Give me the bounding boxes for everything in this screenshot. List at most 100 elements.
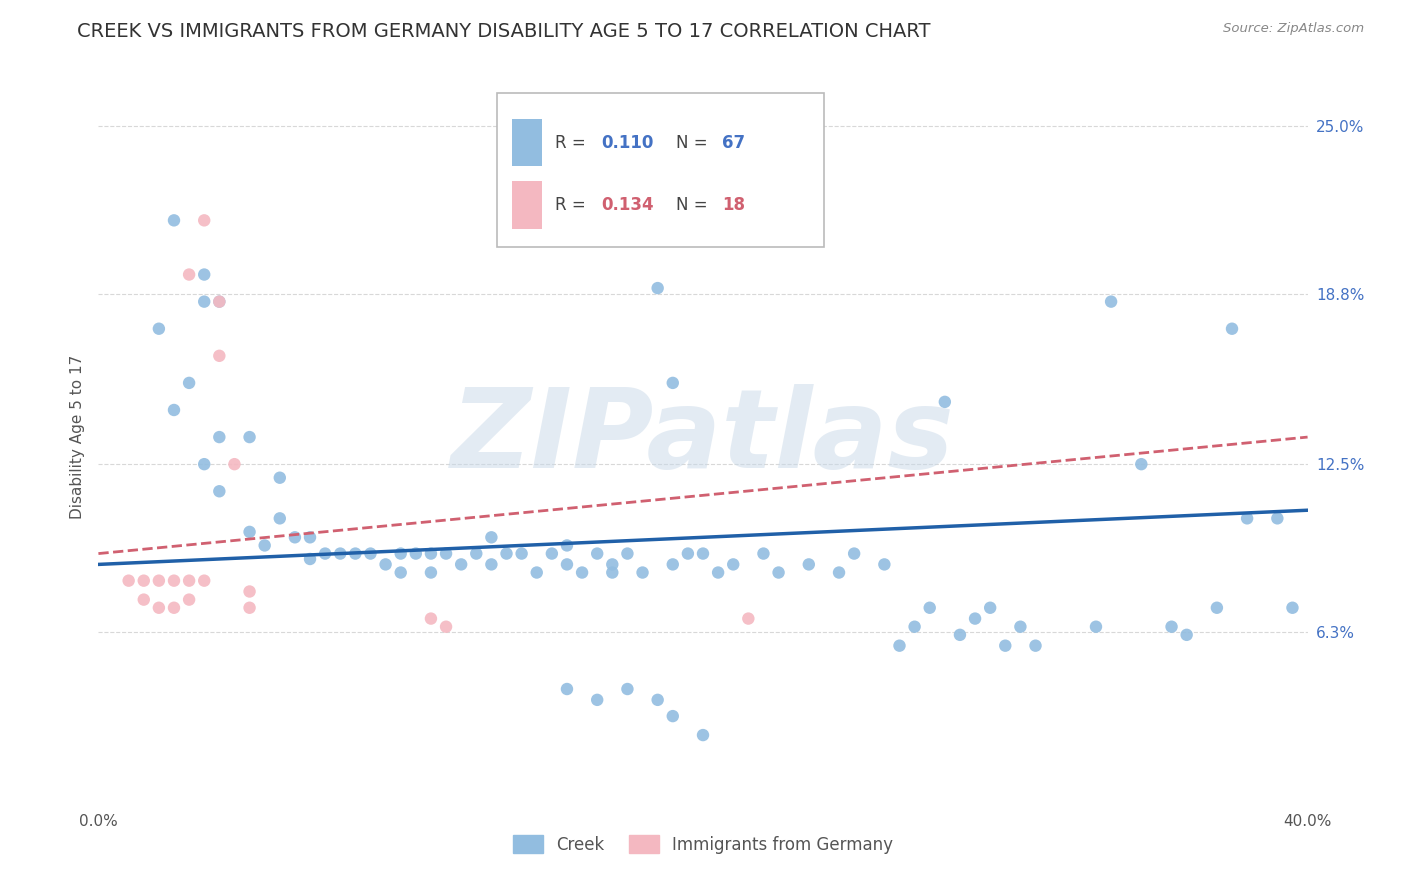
Point xyxy=(676,547,699,561)
Text: R =: R = xyxy=(555,196,592,214)
Point xyxy=(179,592,201,607)
FancyBboxPatch shape xyxy=(512,119,543,167)
Point xyxy=(253,538,276,552)
Point xyxy=(616,681,638,696)
Point xyxy=(904,620,927,634)
Point xyxy=(193,574,215,588)
Point xyxy=(1099,294,1122,309)
Point xyxy=(1220,322,1243,336)
Point xyxy=(918,600,941,615)
Y-axis label: Disability Age 5 to 17: Disability Age 5 to 17 xyxy=(69,355,84,519)
Point xyxy=(602,566,624,580)
Point xyxy=(661,376,683,390)
Text: 67: 67 xyxy=(723,134,745,152)
Point xyxy=(602,558,624,572)
Point xyxy=(208,484,231,499)
Text: N =: N = xyxy=(676,134,713,152)
Point xyxy=(148,574,170,588)
Point xyxy=(163,574,186,588)
Point xyxy=(465,547,488,561)
Point xyxy=(148,322,170,336)
Point xyxy=(555,538,578,552)
Point xyxy=(344,547,367,561)
Point xyxy=(828,566,851,580)
Point xyxy=(208,349,231,363)
Point xyxy=(405,547,427,561)
Point xyxy=(434,620,457,634)
Point xyxy=(752,547,775,561)
Point xyxy=(707,566,730,580)
Point xyxy=(239,584,262,599)
Point xyxy=(299,552,322,566)
Point xyxy=(647,281,669,295)
Point xyxy=(540,547,562,561)
Point xyxy=(239,524,262,539)
Text: ZIPatlas: ZIPatlas xyxy=(451,384,955,491)
Point xyxy=(1024,639,1046,653)
Point xyxy=(737,611,759,625)
Point xyxy=(208,430,231,444)
Point xyxy=(934,395,956,409)
Text: Source: ZipAtlas.com: Source: ZipAtlas.com xyxy=(1223,22,1364,36)
Point xyxy=(389,547,412,561)
Point xyxy=(723,558,745,572)
Point xyxy=(224,457,246,471)
Text: 0.134: 0.134 xyxy=(602,196,654,214)
Point xyxy=(389,566,412,580)
Point xyxy=(873,558,896,572)
Point xyxy=(284,530,307,544)
Point xyxy=(1175,628,1198,642)
Point xyxy=(586,547,609,561)
Point xyxy=(179,268,201,282)
Point xyxy=(510,547,533,561)
Point xyxy=(555,558,578,572)
Point xyxy=(616,547,638,561)
Point xyxy=(1160,620,1182,634)
Point xyxy=(193,213,215,227)
Point xyxy=(179,574,201,588)
Point xyxy=(481,558,503,572)
Point xyxy=(797,558,820,572)
Point xyxy=(420,547,443,561)
Point xyxy=(132,574,155,588)
Point xyxy=(647,693,669,707)
Point xyxy=(994,639,1017,653)
Point xyxy=(979,600,1001,615)
FancyBboxPatch shape xyxy=(512,181,543,228)
Point xyxy=(661,709,683,723)
Point xyxy=(148,600,170,615)
Text: CREEK VS IMMIGRANTS FROM GERMANY DISABILITY AGE 5 TO 17 CORRELATION CHART: CREEK VS IMMIGRANTS FROM GERMANY DISABIL… xyxy=(77,22,931,41)
Point xyxy=(299,530,322,544)
Text: N =: N = xyxy=(676,196,713,214)
Text: R =: R = xyxy=(555,134,592,152)
Point xyxy=(374,558,396,572)
Point xyxy=(208,294,231,309)
Point xyxy=(555,681,578,696)
Point xyxy=(132,592,155,607)
Point xyxy=(481,530,503,544)
Point xyxy=(118,574,141,588)
Point xyxy=(193,268,215,282)
Point xyxy=(1010,620,1032,634)
Point xyxy=(269,471,291,485)
Point xyxy=(239,430,262,444)
Point xyxy=(208,294,231,309)
Point xyxy=(179,376,201,390)
Point xyxy=(420,566,443,580)
Point xyxy=(193,294,215,309)
Point xyxy=(1130,457,1153,471)
Point xyxy=(1267,511,1289,525)
Point xyxy=(526,566,548,580)
Point xyxy=(844,547,866,561)
Point xyxy=(661,558,683,572)
Point xyxy=(768,566,790,580)
Point xyxy=(495,547,517,561)
Point xyxy=(269,511,291,525)
Point xyxy=(1236,511,1258,525)
Point xyxy=(692,728,714,742)
Point xyxy=(420,611,443,625)
Point xyxy=(163,600,186,615)
Point xyxy=(1085,620,1108,634)
FancyBboxPatch shape xyxy=(498,94,824,247)
Point xyxy=(360,547,382,561)
